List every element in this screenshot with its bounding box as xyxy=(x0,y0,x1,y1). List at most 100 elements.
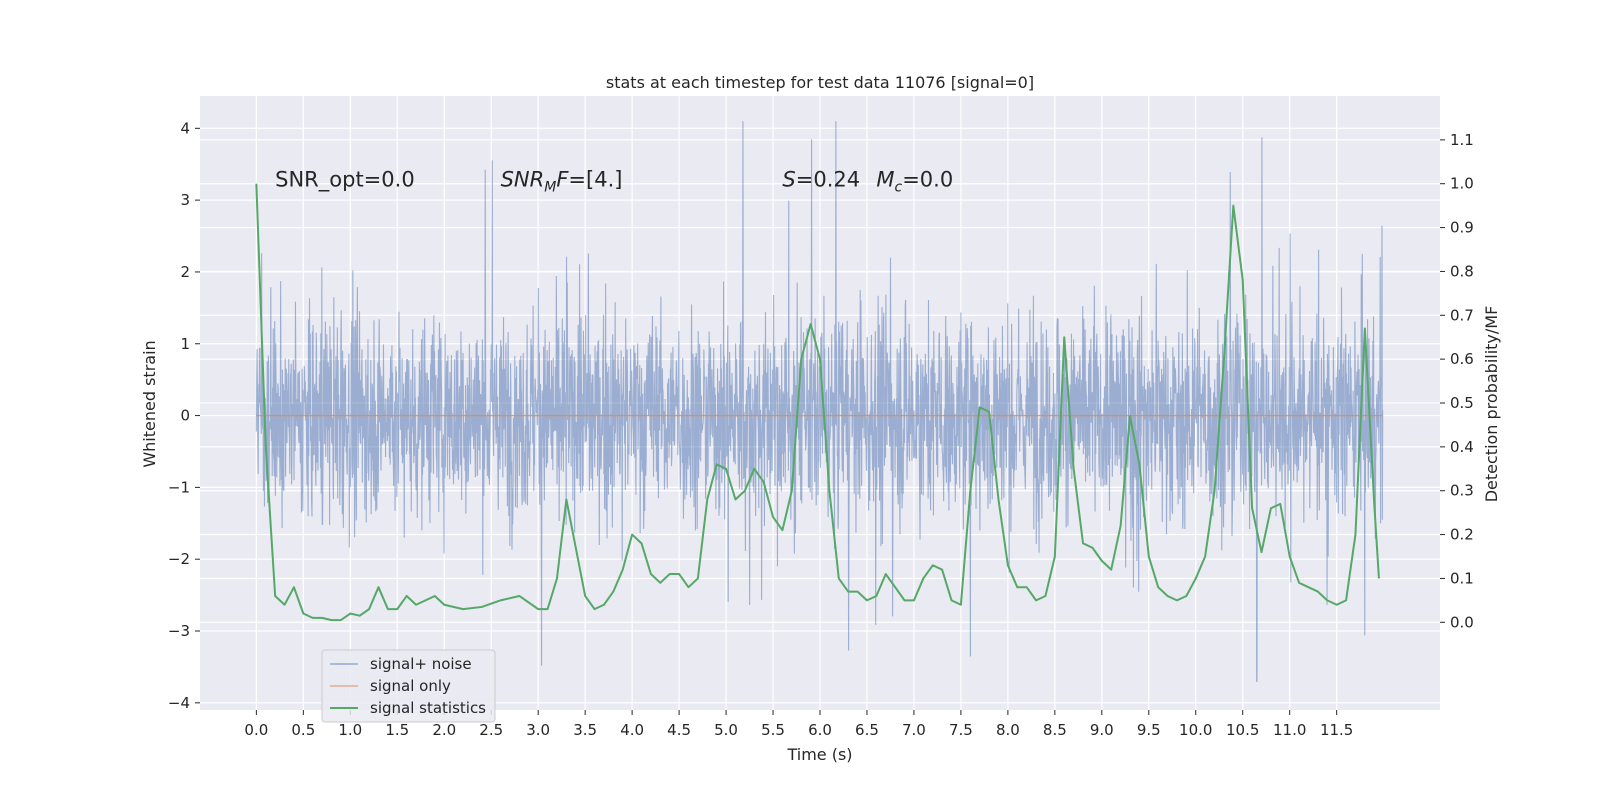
statistics-point xyxy=(669,573,671,575)
statistics-point xyxy=(1101,560,1103,562)
y-tick-label: −1 xyxy=(168,478,190,496)
statistics-point xyxy=(1138,464,1140,466)
x-tick-label: 1.5 xyxy=(385,721,409,739)
statistics-point xyxy=(631,534,633,536)
x-tick-label: 8.0 xyxy=(996,721,1020,739)
statistics-point xyxy=(744,490,746,492)
statistics-point xyxy=(998,499,1000,501)
statistics-point xyxy=(1120,525,1122,527)
y-right-tick-label: 0.3 xyxy=(1450,482,1474,500)
statistics-point xyxy=(782,529,784,531)
statistics-point xyxy=(302,613,304,615)
statistics-point xyxy=(1364,328,1366,330)
statistics-point xyxy=(284,604,286,606)
legend-label: signal only xyxy=(370,677,451,695)
annotation-main: M xyxy=(876,168,894,192)
axes: 0.0 0.5 1.0 1.5 2.0 2.5 3.0 3.5 4.0 4.5 5.0 5.5 6.0 6… xyxy=(168,119,1474,739)
statistics-point xyxy=(716,464,718,466)
x-tick-label: 1.0 xyxy=(338,721,362,739)
series-signal-statistics xyxy=(255,183,1380,622)
statistics-point xyxy=(941,569,943,571)
statistics-point xyxy=(1016,586,1018,588)
statistics-point xyxy=(772,516,774,518)
statistics-point xyxy=(1270,507,1272,509)
statistics-point xyxy=(359,615,361,617)
statistics-point xyxy=(387,608,389,610)
x-tick-label: 4.0 xyxy=(620,721,644,739)
statistics-point xyxy=(847,591,849,593)
y-tick-label: −2 xyxy=(168,550,190,568)
x-tick-label: 6.5 xyxy=(855,721,879,739)
statistics-point xyxy=(1157,586,1159,588)
x-tick-label: 0.5 xyxy=(291,721,315,739)
statistics-point xyxy=(1251,507,1253,509)
annotation-main: SNR xyxy=(501,168,545,192)
statistics-point xyxy=(462,608,464,610)
statistics-point xyxy=(368,608,370,610)
x-tick-label: 0.0 xyxy=(244,721,268,739)
statistics-point xyxy=(312,617,314,619)
annotation-tail: =0.0 xyxy=(902,168,953,192)
statistics-point xyxy=(331,619,333,621)
statistics-point xyxy=(960,604,962,606)
statistics-point xyxy=(612,591,614,593)
x-axis-label: Time (s) xyxy=(786,745,852,764)
y-axis-label: Whitened strain xyxy=(140,340,159,467)
statistics-point xyxy=(1176,599,1178,601)
series-signal-plus-noise xyxy=(255,121,1384,682)
statistics-point xyxy=(885,573,887,575)
statistics-point xyxy=(434,595,436,597)
y-right-tick-label: 0.4 xyxy=(1450,438,1474,456)
annotation-main: SNR_opt=0.0 xyxy=(275,168,415,193)
statistics-point xyxy=(622,569,624,571)
statistics-point xyxy=(1026,586,1028,588)
statistics-point xyxy=(274,595,276,597)
legend-box xyxy=(321,649,496,723)
annotation: SNR_opt=0.0 xyxy=(275,168,415,193)
x-tick-label: 3.0 xyxy=(526,721,550,739)
statistics-point xyxy=(1129,415,1131,417)
statistics-point xyxy=(255,183,257,185)
statistics-point xyxy=(1326,599,1328,601)
y-right-tick-label: 0.5 xyxy=(1450,394,1474,412)
statistics-point xyxy=(481,606,483,608)
x-tick-label: 10.0 xyxy=(1179,721,1212,739)
statistics-point xyxy=(1092,547,1094,549)
statistics-point xyxy=(894,586,896,588)
statistics-point xyxy=(500,599,502,601)
statistics-point xyxy=(537,608,539,610)
y-right-tick-label: 0.6 xyxy=(1450,350,1474,368)
statistics-point xyxy=(1223,358,1225,360)
y-right-tick-label: 0.0 xyxy=(1450,613,1474,631)
statistics-point xyxy=(556,578,558,580)
statistics-point xyxy=(1185,595,1187,597)
statistics-point xyxy=(800,358,802,360)
statistics-point xyxy=(838,578,840,580)
statistics-point xyxy=(979,406,981,408)
annotation: Mc=0.0 xyxy=(876,168,953,196)
statistics-point xyxy=(265,446,267,448)
annotation-tail: =0.24 xyxy=(796,168,860,192)
statistics-point xyxy=(443,604,445,606)
statistics-point xyxy=(1195,578,1197,580)
statistics-point xyxy=(735,499,737,501)
annotation: SNRMF=[4.] xyxy=(501,168,623,196)
noise-trace xyxy=(255,121,1384,682)
statistics-point xyxy=(932,564,934,566)
x-tick-label: 7.5 xyxy=(949,721,973,739)
statistics-point xyxy=(1378,578,1380,580)
statistics-point xyxy=(1355,534,1357,536)
statistics-point xyxy=(594,608,596,610)
statistics-point xyxy=(1073,468,1075,470)
statistics-point xyxy=(1110,569,1112,571)
statistics-point xyxy=(518,595,520,597)
y-tick-label: −3 xyxy=(168,622,190,640)
x-tick-label: 4.5 xyxy=(667,721,691,739)
statistics-point xyxy=(406,595,408,597)
statistics-point xyxy=(349,613,351,615)
y-right-tick-label: 0.2 xyxy=(1450,526,1474,544)
statistics-point xyxy=(913,599,915,601)
statistics-point xyxy=(1204,556,1206,558)
statistics-point xyxy=(857,591,859,593)
